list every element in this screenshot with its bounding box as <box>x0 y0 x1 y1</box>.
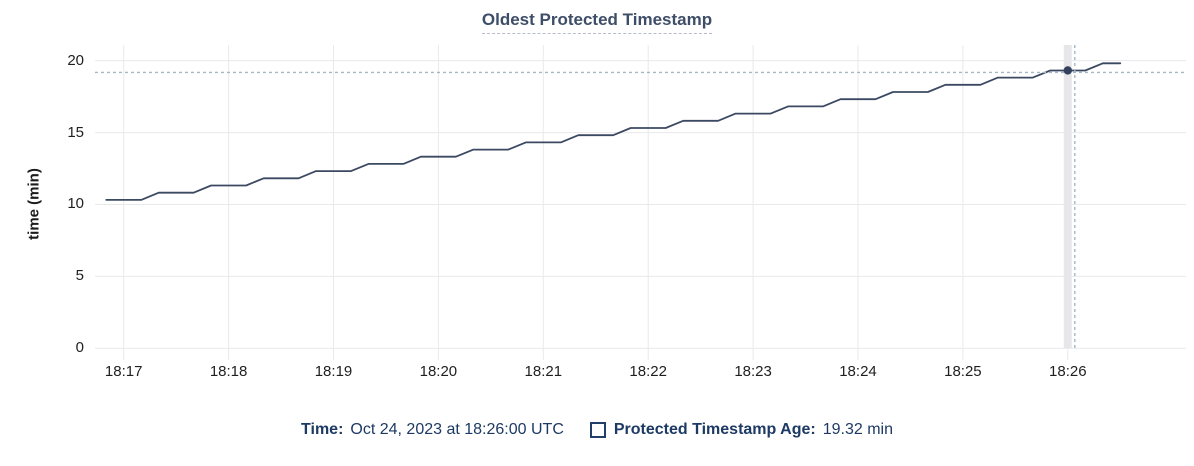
y-tick-label: 5 <box>75 267 84 285</box>
series-legend-item[interactable]: Protected Timestamp Age: 19.32 min <box>589 421 893 439</box>
series-line <box>105 62 1122 201</box>
x-tick-label: 18:21 <box>524 363 563 380</box>
hover-highlight-band <box>1063 45 1072 349</box>
x-tick-label: 18:19 <box>314 363 353 380</box>
chart-header: Oldest Protected Timestamp <box>0 10 1194 34</box>
x-tick-label: 18:20 <box>419 363 458 380</box>
y-tick-label: 20 <box>67 51 84 69</box>
series-value: 19.32 min <box>822 421 893 438</box>
x-tick-label: 18:17 <box>104 363 143 380</box>
series-label: Protected Timestamp Age: <box>613 421 816 438</box>
x-tick-label: 18:26 <box>1049 363 1087 380</box>
x-tick-label: 18:25 <box>944 363 982 380</box>
hover-data-point <box>1063 66 1073 75</box>
x-tick-label: 18:22 <box>629 363 667 380</box>
x-tick-label: 18:24 <box>839 363 877 380</box>
chart-title[interactable]: Oldest Protected Timestamp <box>481 10 713 34</box>
x-tick-label: 18:18 <box>209 363 248 380</box>
y-tick-label: 10 <box>67 195 84 213</box>
y-tick-label: 15 <box>67 123 84 141</box>
y-tick-label: 0 <box>75 339 84 357</box>
chart-legend: Time: Oct 24, 2023 at 18:26:00 UTC Prote… <box>0 421 1194 439</box>
hover-time-readout: Time: Oct 24, 2023 at 18:26:00 UTC <box>301 421 564 439</box>
series-checkbox-icon[interactable] <box>589 422 606 438</box>
x-tick-label: 18:23 <box>734 363 772 380</box>
hover-time-label: Time: <box>301 421 344 438</box>
hover-time-value: Oct 24, 2023 at 18:26:00 UTC <box>350 421 564 438</box>
